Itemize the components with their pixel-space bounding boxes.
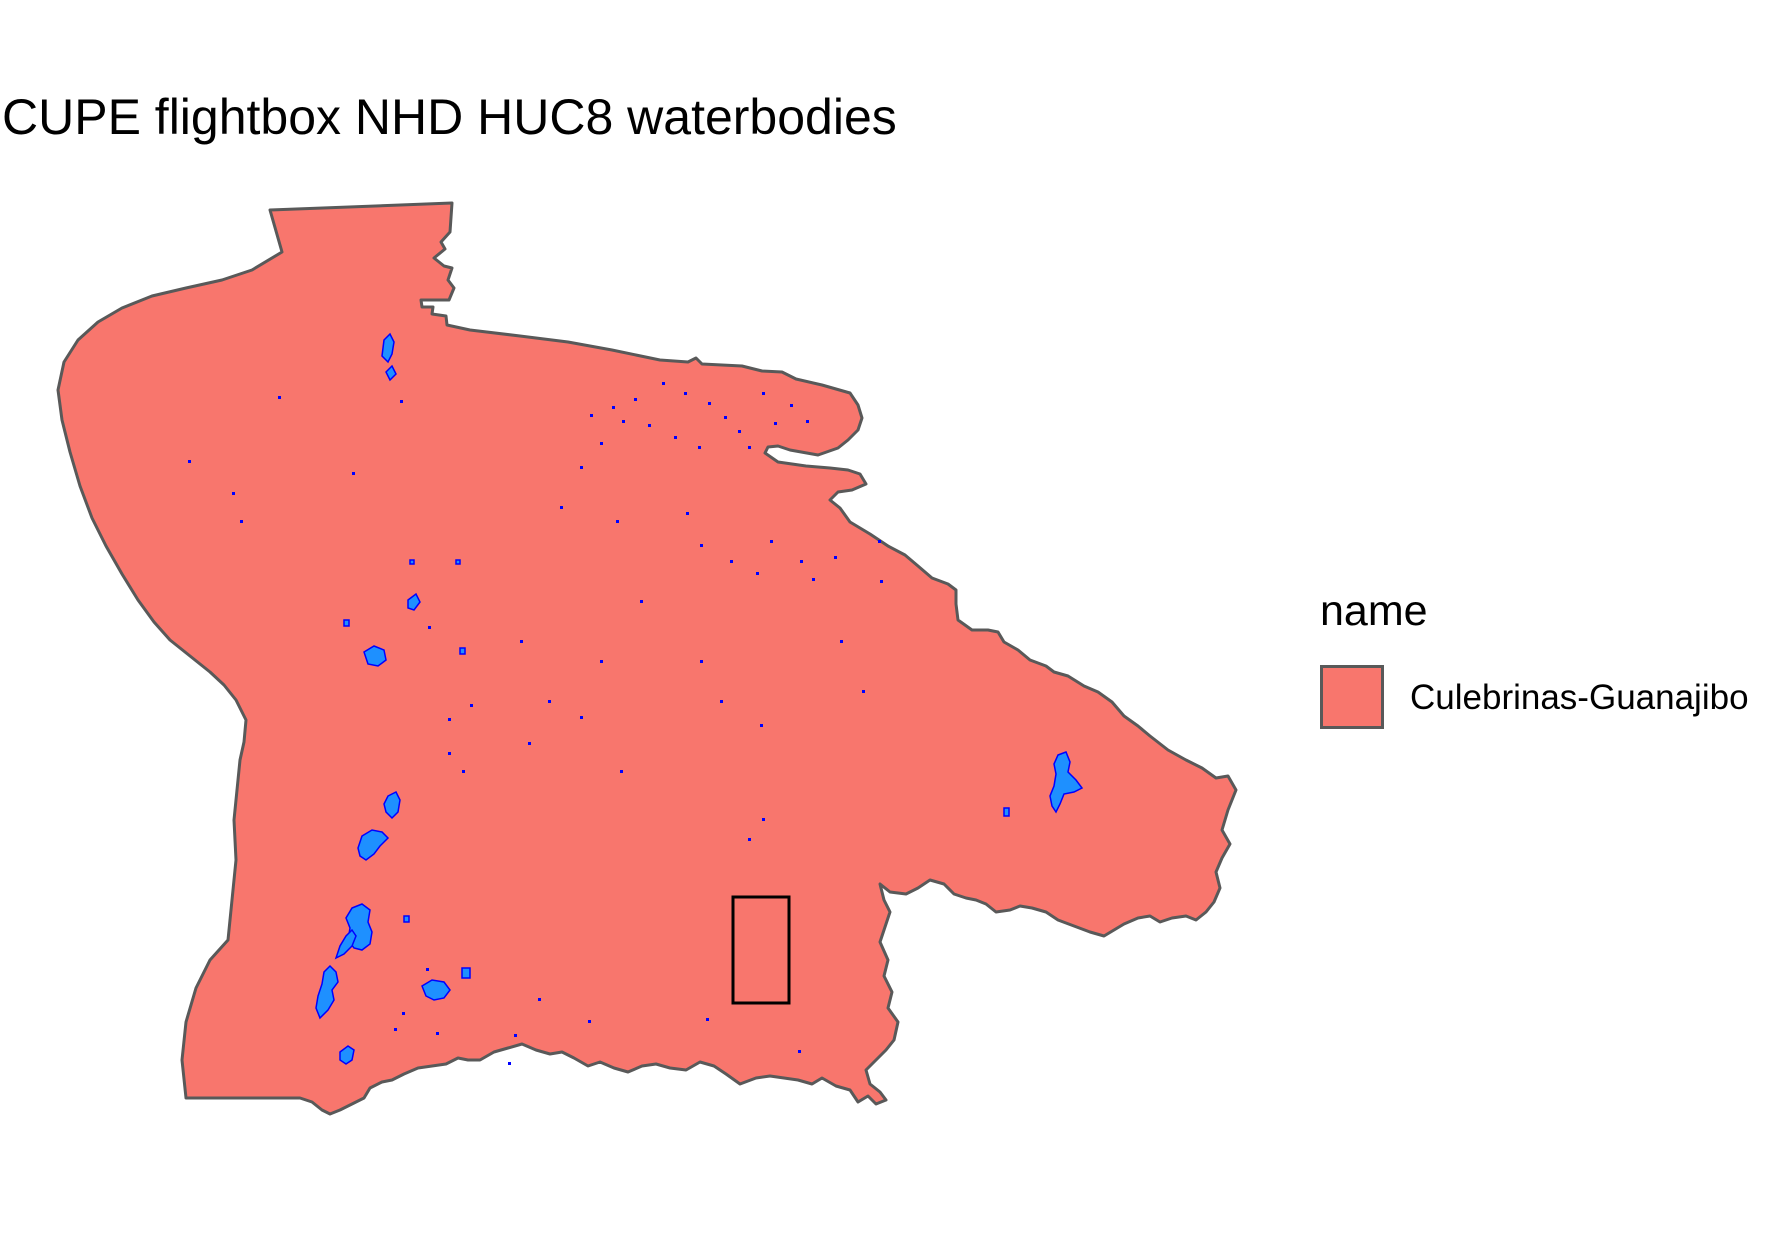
legend: name Culebrinas-Guanajibo <box>1320 590 1760 729</box>
waterbody-pond-7 <box>455 559 461 565</box>
waterbody-lake-central-1 <box>363 645 387 667</box>
waterbody-lake-south <box>421 979 451 1001</box>
waterbody-pond-4 <box>343 619 350 627</box>
legend-item-label: Culebrinas-Guanajibo <box>1410 677 1749 717</box>
small-waterbodies-layer <box>188 382 883 1065</box>
legend-key-swatch <box>1320 665 1384 729</box>
waterbody-lake-west-6 <box>339 1045 355 1065</box>
huc8-polygon-culebrinas-guanajibo <box>56 201 1238 1116</box>
cupe-flightbox <box>731 895 791 1005</box>
waterbody-lake-north-2 <box>385 364 397 382</box>
waterbody-lake-west-2 <box>357 829 390 861</box>
waterbodies-layer <box>315 332 1084 1065</box>
waterbody-pond-1 <box>461 967 471 979</box>
legend-item-culebrinas-guanajibo: Culebrinas-Guanajibo <box>1320 665 1760 729</box>
waterbody-pond-3 <box>459 647 466 655</box>
waterbody-lake-west-3 <box>383 790 401 820</box>
waterbody-lake-north <box>381 332 395 364</box>
waterbody-pond-5 <box>403 915 410 923</box>
legend-title: name <box>1320 587 1428 635</box>
map-title: CUPE flightbox NHD HUC8 waterbodies <box>2 89 897 145</box>
waterbody-lake-central-2 <box>407 592 421 611</box>
waterbody-reservoir-southeast <box>1049 751 1084 814</box>
waterbody-lake-west-4 <box>315 964 339 1020</box>
waterbody-lake-west-5 <box>334 928 357 960</box>
waterbody-pond-6 <box>409 559 415 565</box>
waterbody-pond-2 <box>1003 807 1010 817</box>
